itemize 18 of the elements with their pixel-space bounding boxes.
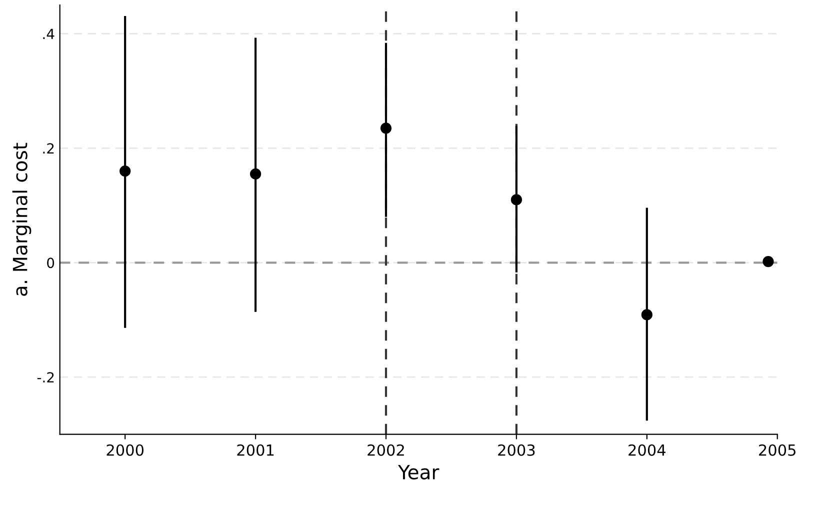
x-tick-label: 2000: [106, 444, 144, 456]
x-tick-label: 2005: [759, 444, 796, 456]
point: [380, 122, 392, 134]
point: [762, 256, 774, 268]
point: [641, 309, 652, 320]
y-tick-label: .2: [43, 143, 54, 154]
y-axis-title: a. Marginal cost: [12, 142, 32, 296]
point: [250, 168, 262, 180]
x-tick-label: 2003: [498, 444, 535, 456]
x-axis-title: Year: [398, 465, 440, 480]
y-tick-label: .4: [43, 28, 54, 40]
y-tick-label: -.2: [37, 372, 54, 382]
point: [510, 194, 522, 206]
x-tick-label: 2001: [237, 444, 274, 456]
x-tick-label: 2004: [628, 444, 666, 456]
y-tick-label: 0: [47, 258, 54, 268]
x-tick-label: 2002: [368, 444, 404, 456]
point: [120, 166, 131, 177]
